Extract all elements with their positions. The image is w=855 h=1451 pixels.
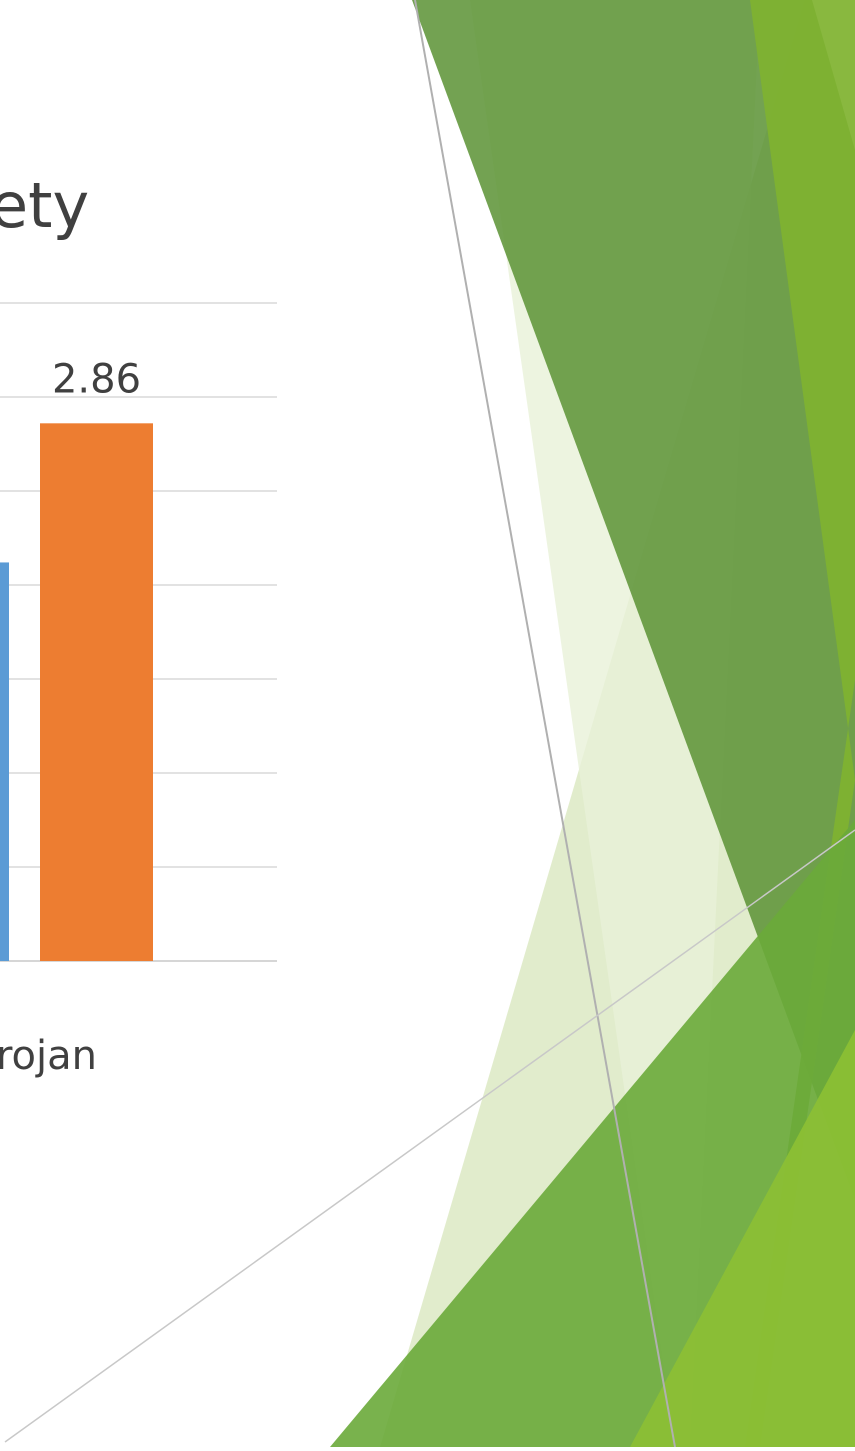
plot: 2.86 rojan [0,303,277,1079]
bar [40,423,153,961]
data-label: 2.86 [52,356,141,402]
bar [0,562,9,961]
chart-title: ety [0,169,89,242]
page: {"chart_data": {"type": "bar", "title": … [0,0,855,1447]
slide: ety 2.86 rojan [0,0,855,1447]
x-tick-label: rojan [0,1033,97,1079]
